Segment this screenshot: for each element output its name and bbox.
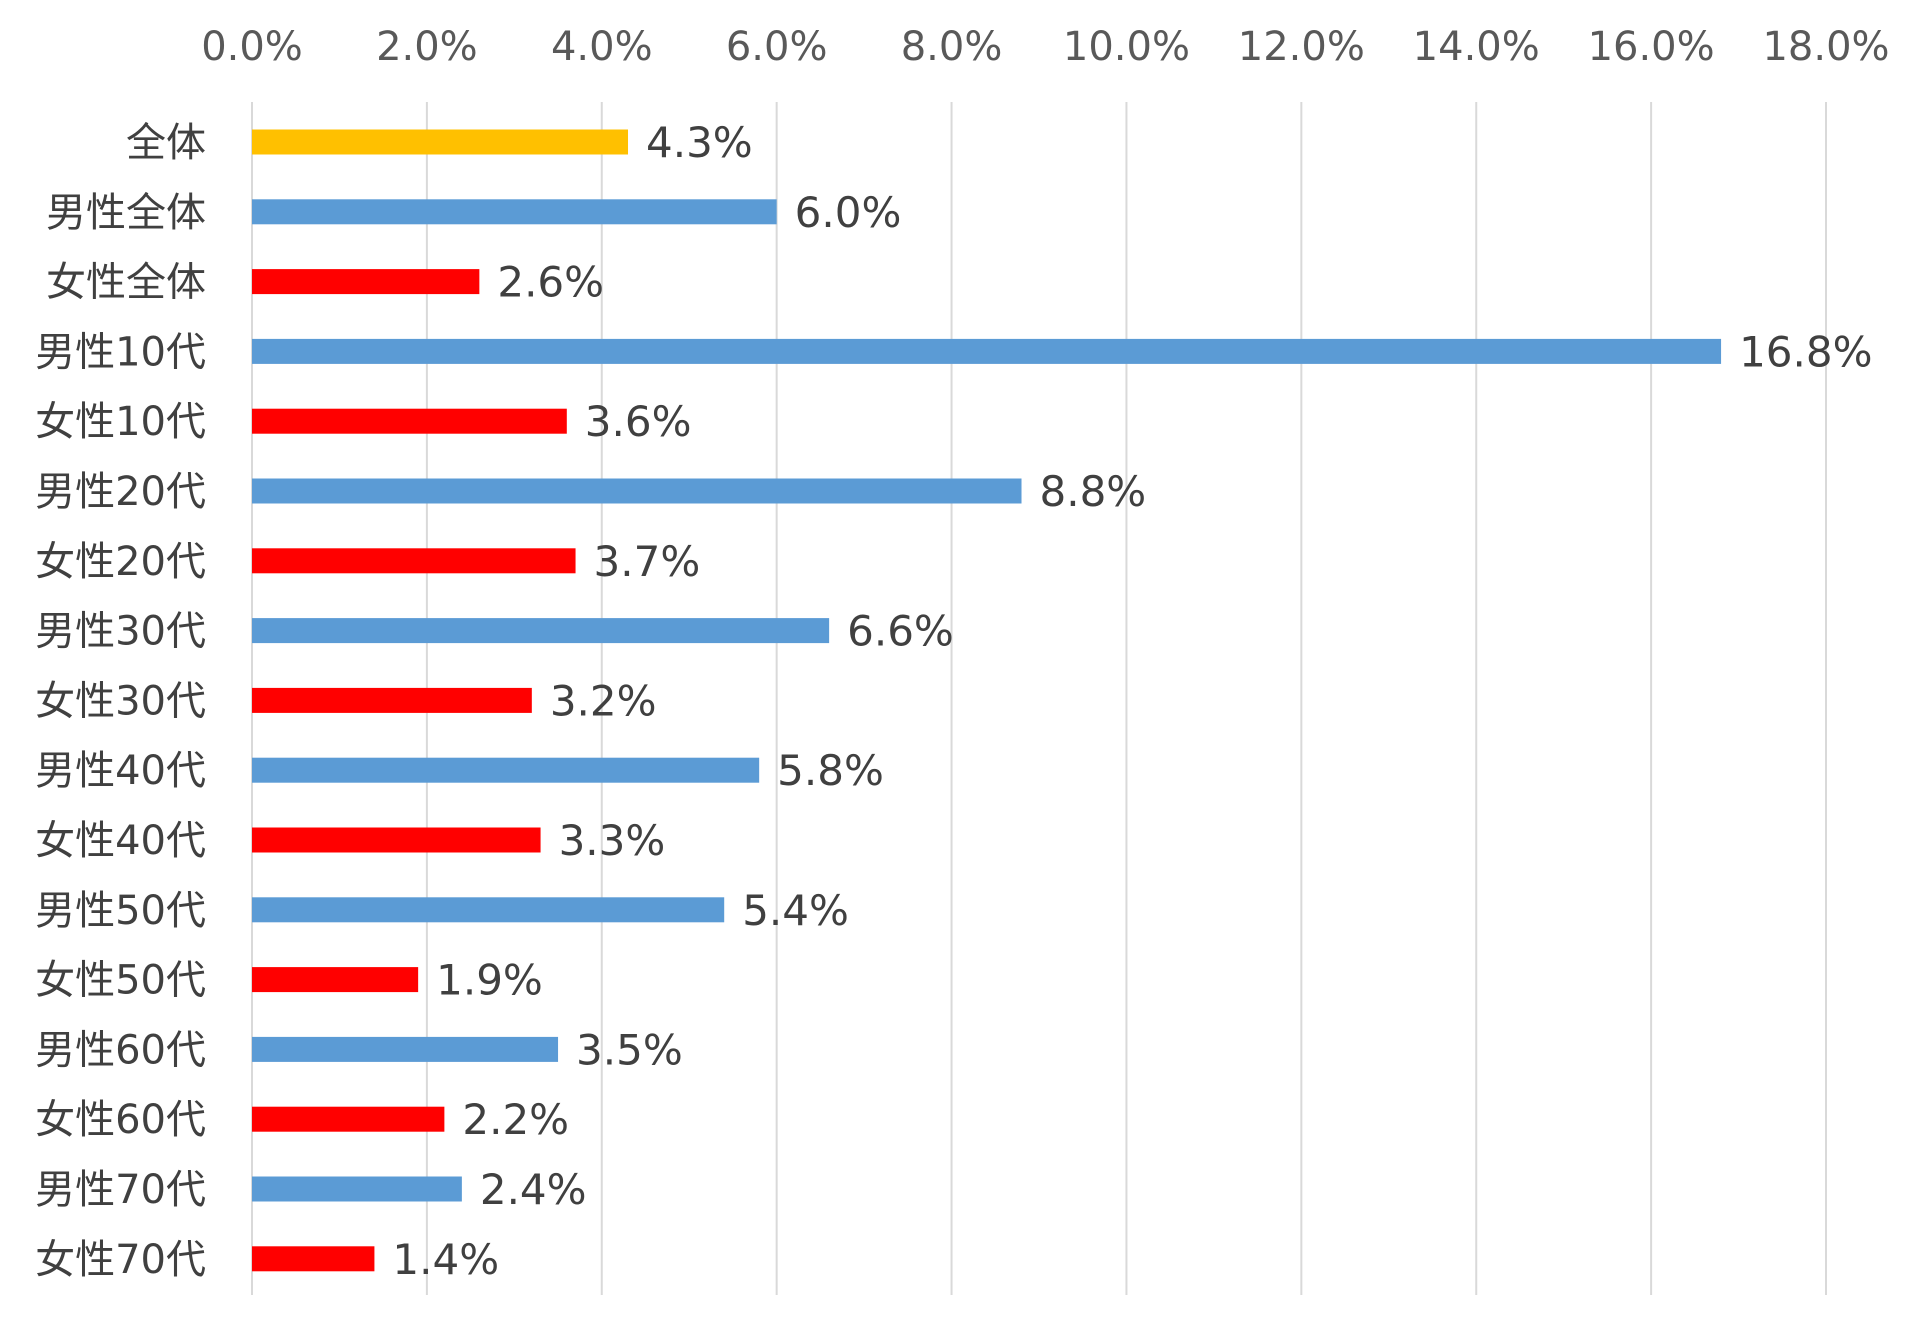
category-label: 男性20代 [35,469,206,515]
bar-total [252,129,629,155]
bar-female [252,1246,375,1272]
category-label: 男性50代 [35,888,206,934]
bar-male [252,618,830,644]
category-label: 男性30代 [35,609,206,655]
data-label: 3.3% [559,816,666,865]
data-label: 2.4% [480,1165,587,1214]
bar-female [252,827,541,853]
bar-female [252,967,419,993]
x-axis-ticks: 0.0% 2.0% 4.0% 6.0% 8.0% 10.0% 12.0% 14.0% 16.0%… [201,24,1889,70]
category-label: 全体 [126,120,206,166]
x-tick-label: 18.0% [1762,24,1889,70]
data-label: 6.6% [847,607,954,656]
gridlines [251,102,1827,1295]
data-label: 4.3% [646,118,753,167]
bar-male [252,199,777,225]
bar-female [252,687,532,713]
category-label: 男性70代 [35,1167,206,1213]
category-label: 女性60代 [35,1097,206,1143]
x-tick-label: 8.0% [901,24,1003,70]
data-label: 16.8% [1739,327,1872,376]
category-label: 女性70代 [35,1237,206,1283]
bar-female [252,408,567,434]
data-label: 3.7% [594,537,701,586]
bar-male [252,338,1722,364]
bar-female [252,548,576,574]
category-label: 女性全体 [46,260,206,306]
x-tick-label: 6.0% [726,24,828,70]
x-tick-label: 14.0% [1413,24,1540,70]
data-label: 5.4% [742,886,849,935]
x-tick-label: 16.0% [1588,24,1715,70]
x-tick-label: 0.0% [201,24,303,70]
bars [252,129,1722,1272]
category-label: 女性10代 [35,399,206,445]
data-label: 1.4% [392,1235,499,1284]
data-labels: 4.3% 6.0% 2.6% 16.8% 3.6% 8.8% 3.7% 6.6% 3.2% 5.8… [392,118,1872,1284]
category-label: 男性全体 [46,190,206,236]
category-label: 女性20代 [35,539,206,585]
data-label: 2.6% [497,258,604,307]
category-label: 男性10代 [35,329,206,375]
bar-male [252,757,760,783]
data-label: 3.5% [576,1025,683,1074]
data-label: 8.8% [1040,467,1147,516]
category-axis: 全体男性全体女性全体男性10代女性10代男性20代女性20代男性30代女性30代… [35,120,206,1283]
category-label: 男性40代 [35,748,206,794]
x-tick-label: 12.0% [1238,24,1365,70]
bar-male [252,897,725,923]
x-tick-label: 2.0% [376,24,478,70]
data-label: 5.8% [777,746,884,795]
data-label: 1.9% [436,956,543,1005]
bar-male [252,478,1022,504]
x-tick-label: 10.0% [1063,24,1190,70]
bar-male [252,1036,559,1062]
bar-female [252,1106,445,1132]
data-label: 2.2% [462,1095,569,1144]
category-label: 女性40代 [35,818,206,864]
category-label: 女性30代 [35,678,206,724]
category-label: 女性50代 [35,958,206,1004]
category-label: 男性60代 [35,1027,206,1073]
data-label: 3.2% [550,676,657,725]
bar-male [252,1176,462,1202]
data-label: 6.0% [795,188,902,237]
x-tick-label: 4.0% [551,24,653,70]
bar-female [252,269,480,295]
data-label: 3.6% [585,397,692,446]
